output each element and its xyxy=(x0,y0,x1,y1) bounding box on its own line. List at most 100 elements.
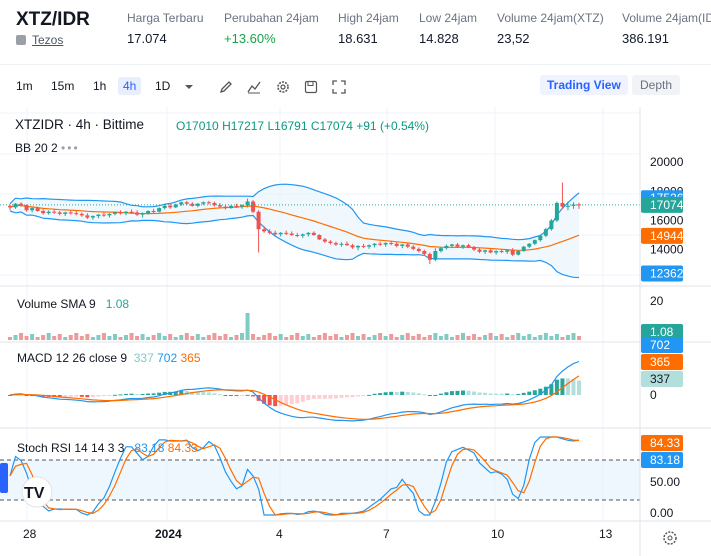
stoch-d-value: 84.33 xyxy=(167,441,198,455)
volume-bar xyxy=(223,334,228,340)
interval-1m[interactable]: 1m xyxy=(16,79,33,93)
volume-bar xyxy=(212,333,217,340)
fullscreen-icon[interactable] xyxy=(331,79,347,95)
stoch-tag-k-bg xyxy=(641,452,683,468)
volume-bar xyxy=(151,335,156,340)
macd-histogram-bar xyxy=(212,393,217,395)
legend-change: +91 (+0.54%) xyxy=(356,119,429,133)
stat-high-24h: High 24jam 18.631 xyxy=(338,11,399,46)
stoch-axis-tick: 50.00 xyxy=(650,475,680,489)
candle-body xyxy=(267,231,272,233)
interval-15m[interactable]: 15m xyxy=(51,79,75,93)
macd-histogram-bar xyxy=(333,395,338,399)
price-tag-basis: 14944 xyxy=(650,229,684,243)
chart-widget: 1m 15m 1h 4h 1D Trading View Depth 20000… xyxy=(0,64,711,556)
volume-bar xyxy=(228,337,233,340)
chart-settings-icon[interactable] xyxy=(663,531,677,545)
interval-1h[interactable]: 1h xyxy=(93,79,107,93)
indicator-icon[interactable] xyxy=(246,79,262,95)
macd-histogram-bar xyxy=(416,393,421,395)
chevron-down-icon[interactable] xyxy=(181,79,197,95)
macd-histogram-bar xyxy=(532,390,537,395)
time-axis-tick: 2024 xyxy=(155,527,182,541)
market-header: XTZ/IDR Tezos Harga Terbaru 17.074 Peruba… xyxy=(0,0,711,60)
macd-axis-tick: 0 xyxy=(650,388,657,402)
interval-1d[interactable]: 1D xyxy=(155,79,171,93)
candle-body xyxy=(499,251,504,253)
volume-bar xyxy=(378,333,383,340)
candle-body xyxy=(289,233,294,236)
candle-body xyxy=(466,245,471,248)
stat-label: High 24jam xyxy=(338,11,399,25)
candle-body xyxy=(101,214,106,216)
macd-histogram-bar xyxy=(146,393,151,395)
candle-body xyxy=(212,202,217,206)
side-panel-toggle[interactable] xyxy=(0,463,8,493)
macd-histogram-bar xyxy=(151,393,156,395)
macd-histogram-bar xyxy=(195,392,200,395)
candle-body xyxy=(554,202,559,221)
macd-histogram-bar xyxy=(356,395,361,397)
candle-body xyxy=(400,244,405,246)
macd-histogram-bar xyxy=(85,395,90,398)
candle-body xyxy=(251,201,256,212)
volume-bar xyxy=(101,333,106,340)
trading-view-button[interactable]: Trading View xyxy=(540,75,628,95)
save-icon[interactable] xyxy=(303,79,319,95)
price-axis-tick: 20000 xyxy=(650,155,684,169)
volume-tag: 1.08 xyxy=(650,325,674,339)
price-chart[interactable]: 2000018000160001400017526170741494412362… xyxy=(0,107,711,556)
interval-4h[interactable]: 4h xyxy=(118,77,142,95)
candle-body xyxy=(24,205,29,211)
candle-body xyxy=(433,251,438,260)
volume-bar xyxy=(107,336,112,340)
macd-histogram-bar xyxy=(577,380,581,395)
macd-histogram-bar xyxy=(449,391,454,395)
macd-tag-hist: 337 xyxy=(650,372,670,386)
coin-link[interactable]: Tezos xyxy=(32,33,64,47)
macd-histogram-bar xyxy=(516,393,521,395)
macd-histogram-bar xyxy=(173,391,178,395)
legend-l-label: L xyxy=(267,119,275,133)
draw-icon[interactable] xyxy=(218,79,234,95)
macd-histogram-bar xyxy=(549,384,554,395)
candle-body xyxy=(112,212,117,214)
settings-gear-icon[interactable] xyxy=(275,79,291,95)
candle-body xyxy=(300,234,305,236)
volume-bar xyxy=(146,337,151,340)
volume-bar xyxy=(135,336,140,340)
volume-tag-bg xyxy=(641,324,683,340)
tradingview-logo: TV xyxy=(21,476,53,508)
legend-close: 17074 xyxy=(319,119,353,133)
legend-open: 17010 xyxy=(185,119,219,133)
legend-o-label: O xyxy=(176,119,186,133)
candle-body xyxy=(378,243,383,245)
candle-body xyxy=(416,248,421,252)
macd-histogram-bar xyxy=(560,378,565,395)
macd-histogram-bar xyxy=(24,395,29,396)
volume-bar xyxy=(35,337,40,340)
volume-bar xyxy=(311,337,316,340)
macd-histogram-bar xyxy=(300,395,305,402)
depth-button[interactable]: Depth xyxy=(632,75,681,95)
macd-histogram-bar xyxy=(234,395,239,396)
macd-histogram-bar xyxy=(394,391,399,395)
volume-bar xyxy=(449,337,454,340)
macd-histogram-bar xyxy=(554,379,559,395)
candle-body xyxy=(118,212,123,214)
price-axis-tick: 14000 xyxy=(650,243,684,257)
volume-bar xyxy=(234,335,239,340)
volume-bar xyxy=(112,334,117,340)
volume-bar xyxy=(30,334,35,340)
candle-body xyxy=(135,212,140,215)
candle-body xyxy=(483,250,488,252)
volume-bar xyxy=(333,334,338,340)
macd-histogram-bar xyxy=(455,390,460,395)
macd-histogram-bar xyxy=(63,395,68,397)
candle-body xyxy=(344,243,349,246)
more-dots-icon[interactable]: ••• xyxy=(61,141,80,155)
volume-bar xyxy=(455,335,460,340)
candle-body xyxy=(394,243,399,246)
macd-histogram-bar xyxy=(162,391,167,395)
candle-body xyxy=(361,245,366,247)
